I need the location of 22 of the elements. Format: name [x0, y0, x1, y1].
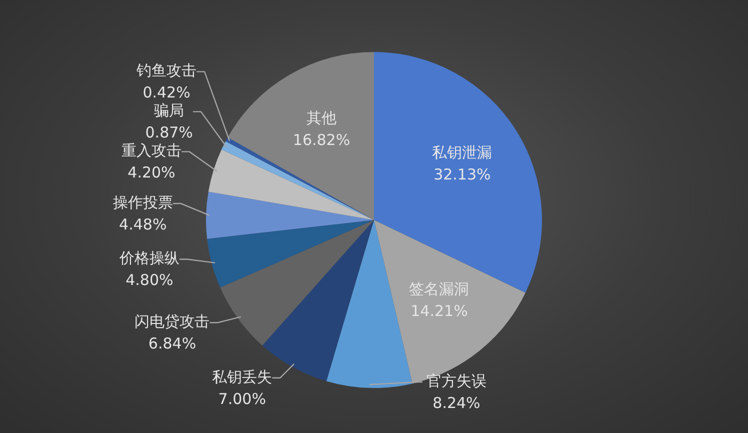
- slice-label: 价格操纵: [118, 249, 180, 268]
- data-label: 4.20%: [128, 164, 176, 182]
- slice-label: 私钥丢失: [212, 368, 272, 386]
- data-label: 16.82%: [292, 130, 350, 149]
- data-label: 0.87%: [145, 124, 193, 142]
- slice-label: 其他: [306, 108, 336, 127]
- slice-label: 钓鱼攻击: [136, 62, 197, 80]
- data-label: 8.24%: [432, 394, 480, 412]
- data-label: 4.80%: [126, 271, 174, 290]
- data-label: 7.00%: [218, 390, 266, 408]
- slice-label: 签名漏洞: [409, 280, 470, 298]
- data-label: 6.84%: [148, 334, 196, 353]
- data-label: 32.13%: [434, 165, 491, 184]
- slice-label: 闪电贷攻击: [134, 312, 210, 331]
- slice-label: 骗局: [154, 102, 184, 120]
- data-label: 14.21%: [410, 302, 468, 320]
- slice-label: 官方失误: [426, 372, 486, 390]
- slice-label: 操作投票: [112, 193, 173, 212]
- slice-label: 重入攻击: [121, 142, 182, 160]
- slice-label: 私钥泄漏: [432, 143, 492, 162]
- data-label: 4.48%: [119, 215, 167, 234]
- data-label: 0.42%: [142, 84, 190, 102]
